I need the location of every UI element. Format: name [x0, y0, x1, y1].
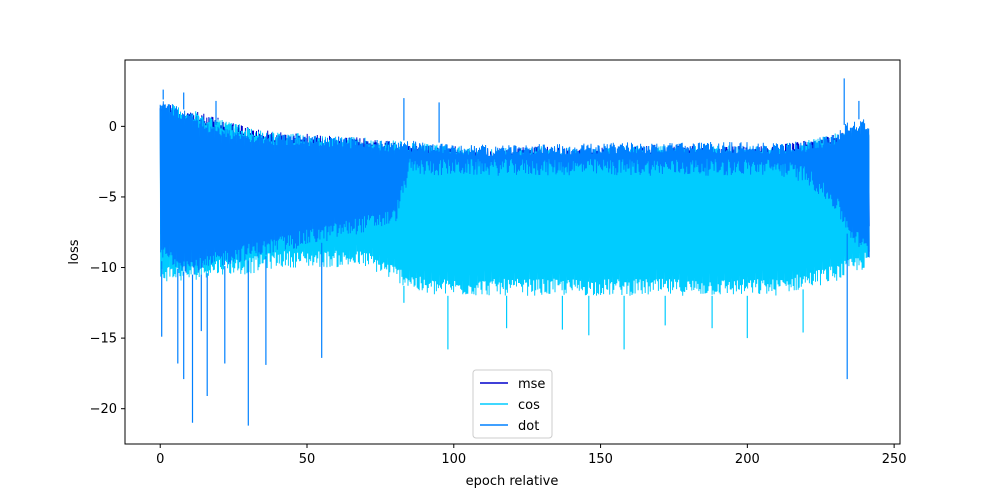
plot-frame — [124, 59, 901, 445]
y-axis: 0 −5 −10 −15 −20 — [90, 120, 125, 417]
x-tick-label-5: 250 — [882, 452, 907, 467]
plot-area — [159, 78, 870, 426]
legend: mse cos dot — [472, 369, 553, 439]
x-tick-label-2: 100 — [441, 452, 466, 467]
legend-label-cos: cos — [518, 398, 540, 413]
legend-label-mse: mse — [518, 377, 545, 392]
x-tick-label-4: 200 — [735, 452, 760, 467]
legend-label-dot: dot — [518, 419, 539, 434]
y-axis-label: loss — [67, 239, 82, 264]
series-line-dot — [159, 101, 870, 275]
x-tick-label-3: 150 — [588, 452, 613, 467]
x-axis-label: epoch relative — [466, 474, 559, 489]
x-tick-label-1: 50 — [299, 452, 316, 467]
y-tick-label-0: 0 — [109, 120, 117, 135]
y-tick-label-4: −20 — [90, 402, 117, 417]
y-tick-label-2: −10 — [90, 261, 117, 276]
x-axis: 0 50 100 150 200 250 — [156, 444, 907, 467]
series-dot — [159, 78, 870, 426]
y-tick-label-3: −15 — [90, 332, 117, 347]
x-tick-label-0: 0 — [156, 452, 164, 467]
y-tick-label-1: −5 — [98, 190, 117, 205]
legend-box — [472, 369, 553, 439]
